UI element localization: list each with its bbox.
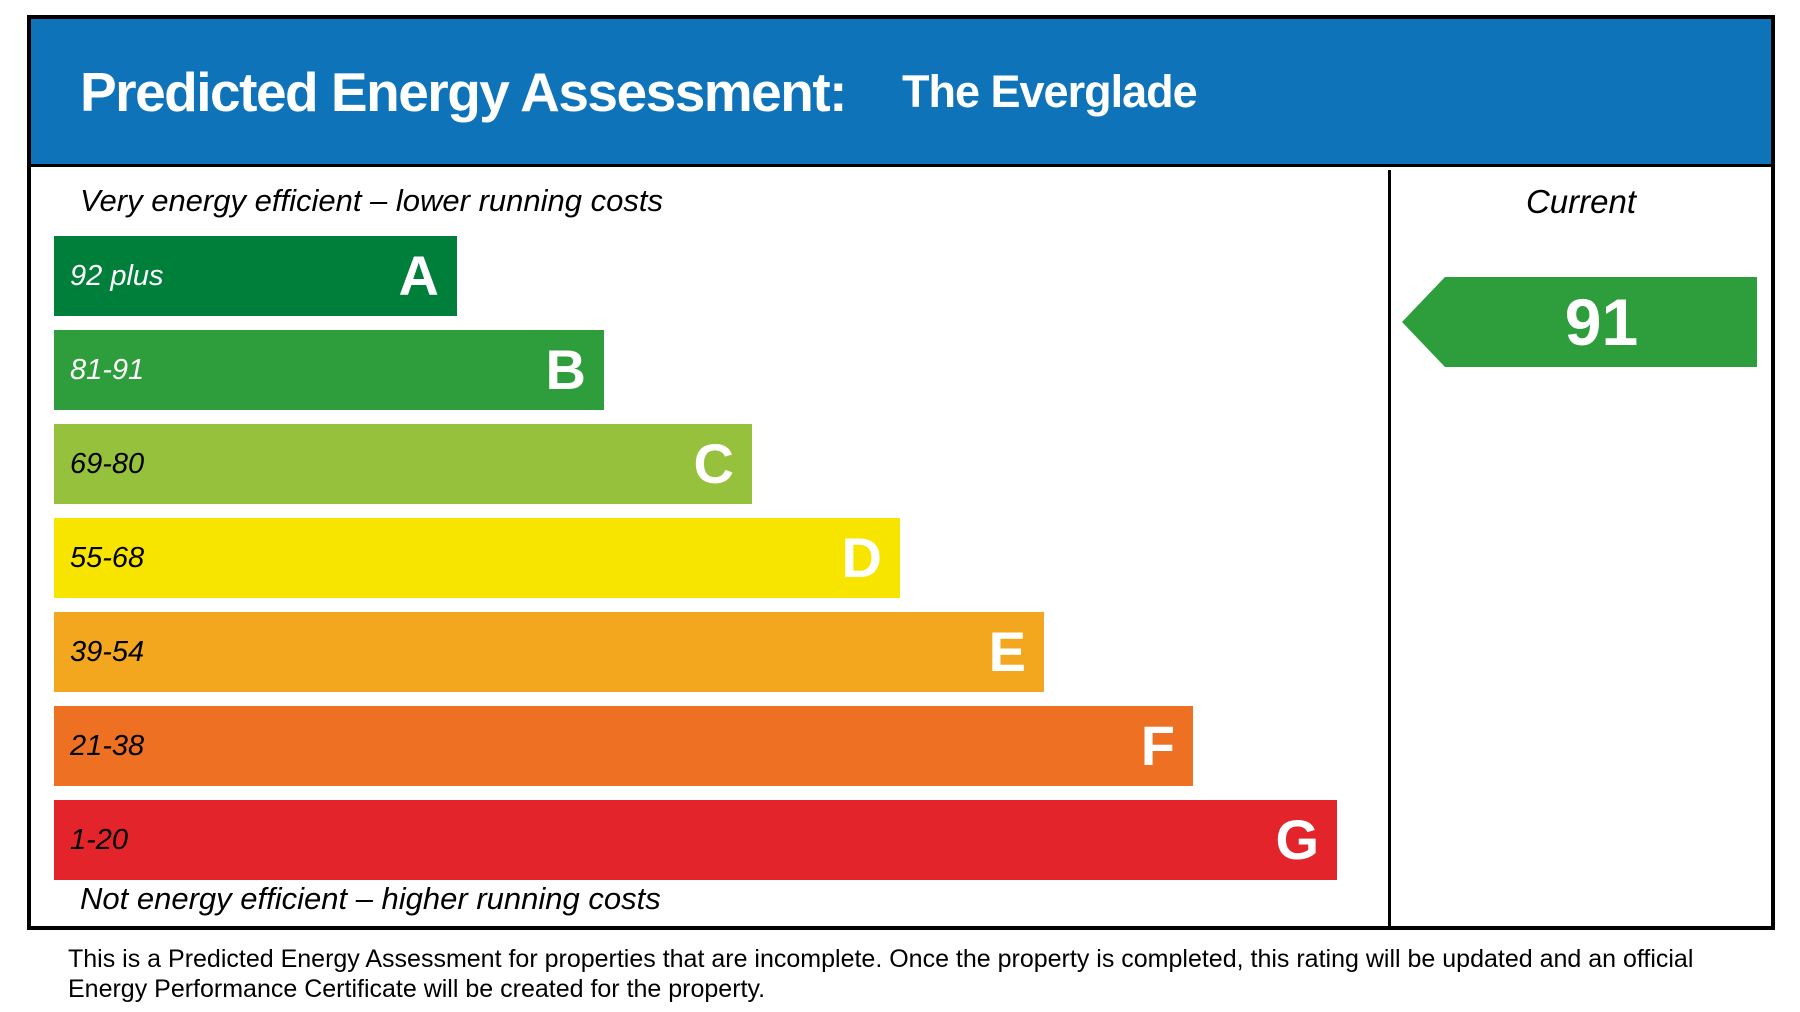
band-range-label: 1-20 <box>70 824 129 856</box>
band-range-label: 92 plus <box>70 260 164 292</box>
band-letter: B <box>545 338 586 401</box>
footer-disclaimer: This is a Predicted Energy Assessment fo… <box>68 945 1694 1003</box>
band-c: 69-80 C <box>54 424 752 504</box>
caption-very-efficient: Very energy efficient – lower running co… <box>80 183 663 218</box>
band-letter: E <box>988 620 1026 683</box>
rating-arrow-icon <box>1402 277 1757 367</box>
band-range-label: 69-80 <box>70 448 145 480</box>
band-range-label: 39-54 <box>70 636 145 668</box>
caption-not-efficient: Not energy efficient – higher running co… <box>80 881 661 916</box>
band-range-label: 21-38 <box>70 730 145 762</box>
current-rating-arrow: 91 <box>1402 277 1757 367</box>
band-letter: C <box>693 432 734 495</box>
energy-bands: 92 plus A 81-91 B 69-80 C 55-68 D 39-54 E 21-38 F 1-… <box>31 19 1771 926</box>
band-a: 92 plus A <box>54 236 457 316</box>
current-column-divider <box>1388 170 1391 926</box>
band-letter: F <box>1140 714 1175 777</box>
band-d: 55-68 D <box>54 518 900 598</box>
epc-chart-box: Predicted Energy Assessment: The Evergla… <box>27 15 1775 930</box>
epc-header: Predicted Energy Assessment: The Evergla… <box>31 19 1771 167</box>
current-column-header: Current <box>1525 183 1637 220</box>
band-letter: D <box>841 526 882 589</box>
page-title: Predicted Energy Assessment: <box>80 60 848 123</box>
band-e: 39-54 E <box>54 612 1044 692</box>
current-rating-value: 91 <box>1564 285 1639 359</box>
band-b: 81-91 B <box>54 330 604 410</box>
band-g: 1-20 G <box>54 800 1337 880</box>
band-f: 21-38 F <box>54 706 1193 786</box>
band-letter: G <box>1275 808 1319 871</box>
band-range-label: 55-68 <box>70 542 145 574</box>
band-letter: A <box>398 244 439 307</box>
property-name: The Everglade <box>902 65 1198 117</box>
rating-arrow-shape <box>1402 277 1757 367</box>
band-range-label: 81-91 <box>70 354 145 386</box>
